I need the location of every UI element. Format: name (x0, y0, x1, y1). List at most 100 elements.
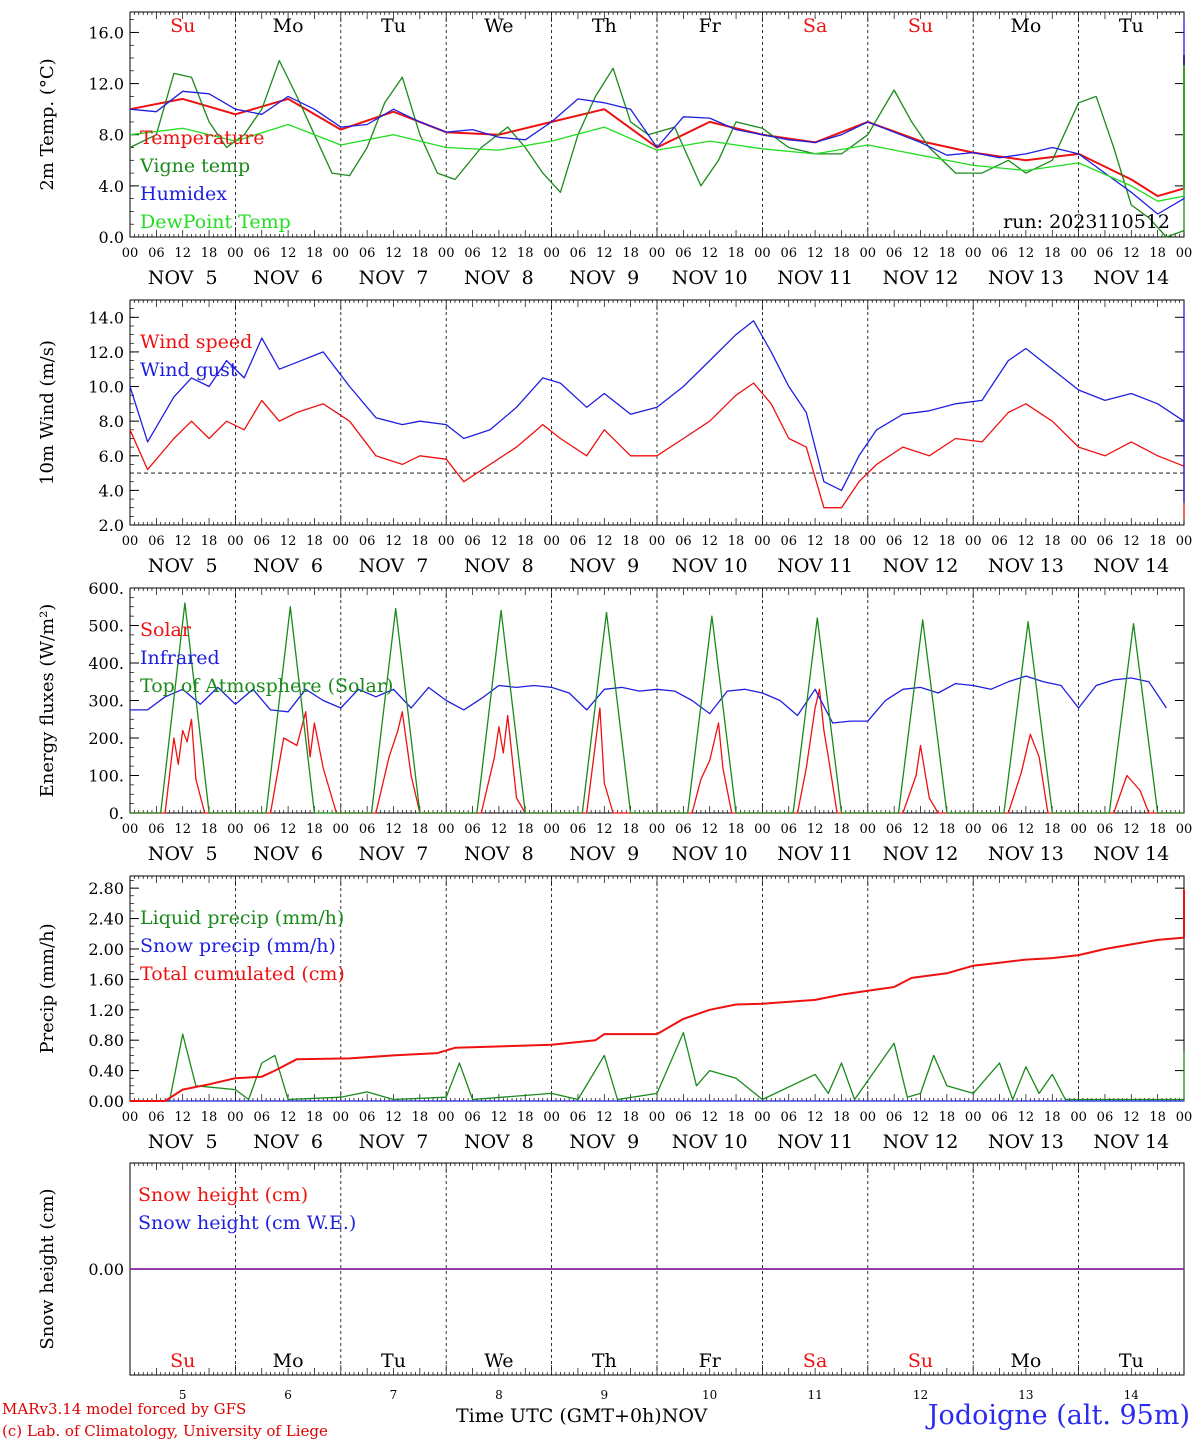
day-abbr-bottom: Th (592, 1350, 617, 1372)
x-tick-label: 12 (491, 1110, 508, 1125)
x-tick-label: 18 (201, 1110, 218, 1125)
x-tick-label: 12 (912, 534, 929, 549)
footer-credits: MARv3.14 model forced by GFS (c) Lab. of… (2, 1398, 328, 1442)
x-tick-label: 18 (1149, 534, 1166, 549)
date-label: NOV 5 (148, 843, 218, 865)
x-tick-label: 00 (860, 534, 877, 549)
x-tick-label: 12 (385, 534, 402, 549)
time-label: Time UTC (GMT+0h) (456, 1405, 662, 1427)
x-tick-label: 06 (359, 1110, 376, 1125)
date-label: NOV 10 (672, 555, 748, 577)
series-line-3 (129, 65, 1185, 202)
x-tick-label: 06 (991, 534, 1008, 549)
x-tick-label: 18 (833, 246, 850, 261)
x-tick-label: 06 (148, 822, 165, 837)
date-label: NOV 7 (359, 1131, 429, 1153)
y-tick-label: 400. (88, 654, 124, 673)
date-label: NOV 9 (569, 843, 639, 865)
x-tick-label: 18 (939, 246, 956, 261)
x-tick-label: 12 (174, 534, 191, 549)
date-label: NOV 6 (253, 1131, 323, 1153)
x-tick-label: 00 (438, 1110, 455, 1125)
model-credit: MARv3.14 model forced by GFS (2, 1400, 247, 1418)
x-tick-label: 06 (675, 246, 692, 261)
x-tick-label: 06 (991, 1110, 1008, 1125)
day-abbr-bottom: Sa (803, 1350, 827, 1372)
x-tick-label: 00 (122, 534, 139, 549)
x-tick-label: 00 (754, 1110, 771, 1125)
day-abbr: We (484, 15, 513, 37)
date-label: NOV 6 (253, 555, 323, 577)
station-name: Jodoigne (alt. 95m) (927, 1400, 1190, 1431)
x-tick-label: 06 (1097, 1110, 1114, 1125)
legend-entry: Liquid precip (mm/h) (140, 907, 344, 929)
x-tick-label: 12 (385, 1110, 402, 1125)
date-label: NOV 13 (988, 1131, 1064, 1153)
x-tick-label: 18 (1044, 246, 1061, 261)
x-tick-label: 18 (1149, 822, 1166, 837)
x-tick-label: 18 (1044, 822, 1061, 837)
y-tick-label: 4.0 (99, 481, 124, 500)
x-tick-label: 06 (991, 822, 1008, 837)
date-label: NOV 9 (569, 267, 639, 289)
x-tick-label-end: 00 (1176, 534, 1193, 549)
x-tick-label: 00 (754, 822, 771, 837)
x-tick-label: 00 (543, 534, 560, 549)
y-tick-label: 2.80 (88, 879, 124, 898)
y-tick-label: 100. (88, 767, 124, 786)
x-tick-label: 06 (570, 246, 587, 261)
y-tick-label: 300. (88, 692, 124, 711)
day-number: 8 (495, 1388, 503, 1402)
x-tick-label: 00 (754, 246, 771, 261)
x-tick-label: 06 (675, 822, 692, 837)
legend-entry: Snow height (cm) (138, 1184, 308, 1206)
x-tick-label: 06 (570, 822, 587, 837)
series-line-0 (130, 1031, 1185, 1102)
day-abbr: Su (170, 15, 195, 37)
legend-entry: Temperature (140, 127, 264, 149)
x-tick-label: 12 (596, 1110, 613, 1125)
x-tick-label: 12 (701, 246, 718, 261)
x-tick-label: 18 (201, 822, 218, 837)
x-tick-label: 00 (438, 822, 455, 837)
x-tick-label-end: 00 (1176, 246, 1193, 261)
time-axis-label: Time UTC (GMT+0h)NOV (456, 1405, 707, 1427)
day-number: 12 (913, 1388, 928, 1402)
x-tick-label: 18 (517, 246, 534, 261)
y-tick-label: 2.00 (88, 940, 124, 959)
legend-entry: Humidex (140, 183, 227, 205)
date-label: NOV 12 (883, 843, 959, 865)
x-tick-label: 18 (306, 1110, 323, 1125)
x-tick-label: 06 (570, 534, 587, 549)
x-tick-label: 12 (912, 246, 929, 261)
month-label: NOV (661, 1405, 708, 1427)
y-tick-label: 6.0 (99, 447, 124, 466)
x-tick-label: 00 (754, 534, 771, 549)
x-tick-label: 06 (886, 534, 903, 549)
x-tick-label: 06 (253, 246, 270, 261)
x-tick-label: 12 (174, 822, 191, 837)
y-tick-label: 2.0 (99, 516, 124, 535)
run-annotation: run: 2023110512 (1003, 211, 1170, 233)
x-tick-label: 12 (491, 246, 508, 261)
series-line-2 (130, 602, 1184, 814)
x-tick-label: 18 (728, 534, 745, 549)
x-tick-label: 12 (280, 822, 297, 837)
y-tick-label: 1.20 (88, 1001, 124, 1020)
y-tick-label: 8.0 (99, 412, 124, 431)
x-tick-label: 00 (543, 822, 560, 837)
date-label: NOV 7 (359, 267, 429, 289)
x-tick-label: 06 (359, 534, 376, 549)
x-tick-label: 12 (1123, 246, 1140, 261)
y-tick-label: 2.40 (88, 910, 124, 929)
y-axis-label: Snow height (cm) (37, 1188, 58, 1349)
x-tick-label: 18 (833, 534, 850, 549)
x-tick-label: 06 (1097, 822, 1114, 837)
day-abbr: Fr (699, 15, 722, 37)
y-tick-label: 4.0 (99, 177, 124, 196)
y-tick-label: 600. (88, 579, 124, 598)
x-tick-label: 00 (122, 1110, 139, 1125)
x-tick-label: 12 (596, 822, 613, 837)
x-tick-label: 00 (1070, 246, 1087, 261)
